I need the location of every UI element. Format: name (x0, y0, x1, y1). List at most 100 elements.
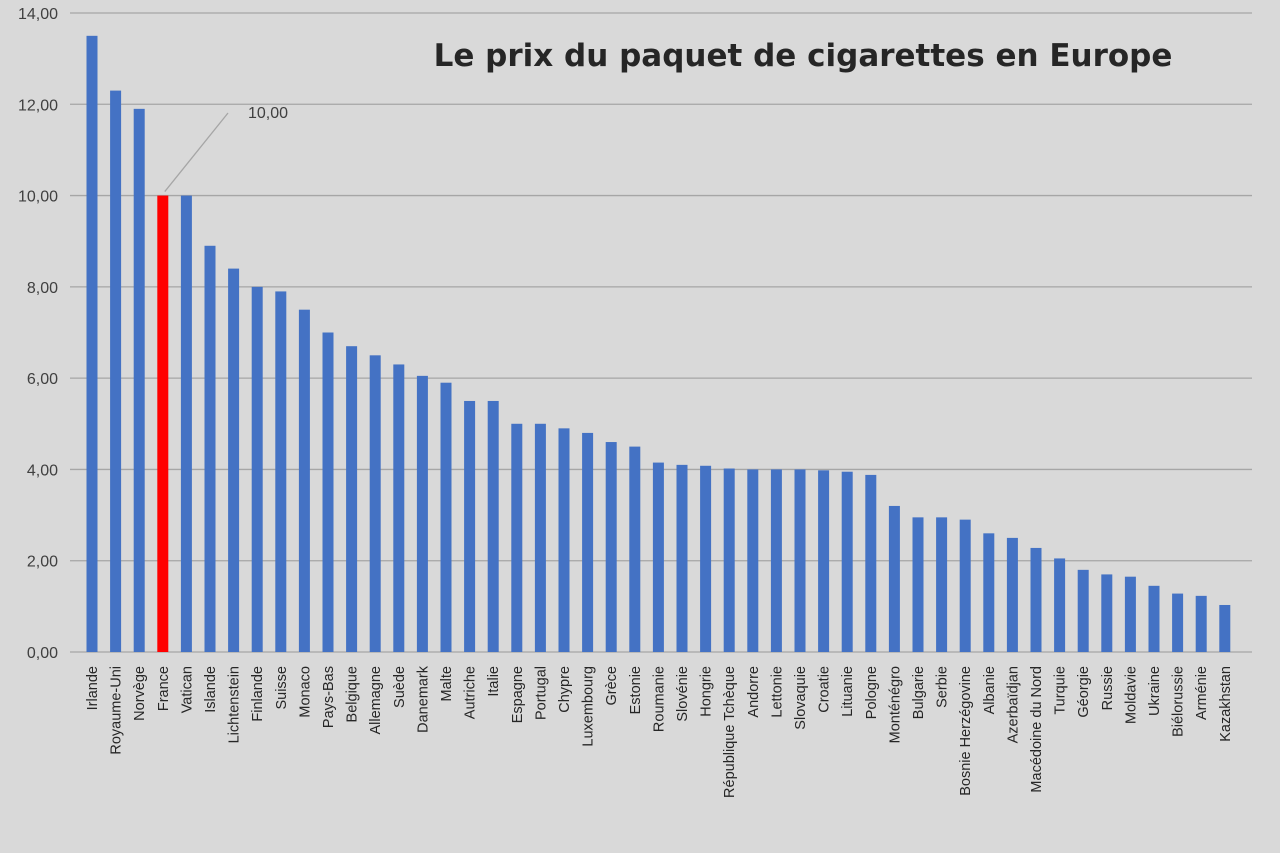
bar-andorre (747, 469, 759, 652)
chart-title: Le prix du paquet de cigarettes en Europ… (434, 38, 1173, 74)
bar-pologne (865, 474, 877, 652)
bar-kazakhstan (1219, 604, 1231, 652)
x-category-label: Luxembourg (581, 666, 597, 747)
bar-lettonie (770, 469, 782, 652)
y-tick-label: 4,00 (27, 462, 58, 479)
x-category-label: Finlande (250, 666, 266, 722)
x-category-label: Autriche (463, 666, 479, 719)
bar-danemark (416, 375, 428, 652)
x-category-label: Macédoine du Nord (1029, 666, 1045, 793)
x-category-label: Malte (439, 666, 455, 701)
x-category-label: République Tchèque (722, 666, 738, 798)
x-category-label: Estonie (628, 666, 644, 714)
x-category-label: Belgique (345, 666, 361, 722)
x-category-label: Danemark (415, 665, 431, 733)
bar-italie (487, 400, 499, 652)
bar-arm-nie (1195, 595, 1207, 652)
annotation-data-label: 10,00 (248, 105, 288, 122)
x-category-label: Moldavie (1123, 666, 1139, 724)
bar-g-orgie (1077, 569, 1089, 652)
bar-espagne (511, 423, 523, 652)
bar-r-publique-tch-que (723, 468, 735, 652)
bar-monaco (298, 309, 310, 652)
x-category-label: Pologne (864, 666, 880, 719)
bar-portugal (534, 423, 546, 652)
x-category-label: Irlande (85, 666, 101, 710)
y-tick-label: 8,00 (27, 280, 58, 297)
x-category-label: Vatican (179, 666, 195, 713)
bar-moldavie (1124, 576, 1136, 652)
bar-suisse (275, 291, 287, 652)
bar-slovaquie (794, 469, 806, 652)
x-category-label: Italie (486, 666, 502, 697)
bar-ukraine (1148, 585, 1160, 652)
bar-mont-n-gro (888, 505, 900, 652)
x-category-label: Norvège (132, 666, 148, 721)
x-category-label: Ukraine (1147, 666, 1163, 716)
x-category-label: Bosnie Herzégovine (958, 666, 974, 796)
bar-irlande (86, 35, 98, 653)
x-category-label: Arménie (1194, 666, 1210, 720)
x-category-label: Géorgie (1076, 666, 1092, 718)
x-category-label: Russie (1100, 666, 1116, 710)
annotation-leader-line (164, 112, 229, 192)
x-category-label: Albanie (982, 666, 998, 714)
bar-vatican (180, 195, 192, 653)
x-category-label: Kazakhstan (1218, 666, 1234, 742)
bar-russie (1101, 574, 1113, 652)
x-category-label: Roumanie (651, 666, 667, 732)
bars (86, 35, 1231, 653)
x-category-label: Slovaquie (793, 666, 809, 730)
bar-su-de (393, 364, 405, 652)
x-category-label: Lichtenstein (227, 666, 243, 743)
bar-bosnie-herz-govine (959, 519, 971, 652)
bar-autriche (464, 400, 476, 652)
x-category-label: Islande (203, 666, 219, 713)
x-category-label: Chypre (557, 666, 573, 713)
bar-turquie (1054, 558, 1066, 652)
y-tick-label: 12,00 (18, 97, 58, 114)
bar-azerba-djan (1006, 537, 1018, 652)
x-category-label: Biélorussie (1171, 666, 1187, 737)
x-category-label: Slovénie (675, 666, 691, 722)
bar-albanie (983, 533, 995, 652)
x-category-label: Suisse (274, 666, 290, 710)
bar-hongrie (700, 465, 712, 652)
x-category-label: France (156, 666, 172, 711)
bar-estonie (629, 446, 641, 652)
x-category-label: Royaume-Uni (109, 666, 125, 755)
bar-norv-ge (133, 108, 145, 653)
y-tick-label: 0,00 (27, 645, 58, 662)
bar-croatie (818, 470, 830, 652)
x-category-label: Monaco (297, 666, 313, 718)
x-category-label: Lituanie (840, 666, 856, 717)
x-category-label: Bulgarie (911, 666, 927, 719)
x-category-label: Pays-Bas (321, 666, 337, 728)
x-category-label: Azerbaïdjan (1005, 666, 1021, 743)
y-tick-label: 2,00 (27, 554, 58, 571)
bar-chypre (558, 428, 570, 652)
x-category-label: Andorre (746, 666, 762, 718)
bar-belgique (346, 346, 358, 652)
x-category-label: Hongrie (699, 666, 715, 717)
y-axis-tick-labels: 0,00 2,00 4,00 6,00 8,00 10,00 12,00 14,00 (18, 6, 58, 662)
y-tick-label: 6,00 (27, 371, 58, 388)
bar-gr-ce (605, 442, 617, 652)
bar-france (157, 195, 169, 653)
bar-allemagne (369, 355, 381, 652)
x-category-label: Grèce (604, 666, 620, 706)
bar-mac-doine-du-nord (1030, 547, 1042, 652)
x-category-label: Allemagne (368, 666, 384, 735)
y-tick-label: 10,00 (18, 189, 58, 206)
x-category-label: Suède (392, 666, 408, 708)
bar-serbie (936, 517, 948, 652)
x-category-label: Croatie (817, 666, 833, 713)
x-category-label: Espagne (510, 666, 526, 723)
bar-pays-bas (322, 332, 334, 652)
x-category-label: Lettonie (769, 666, 785, 718)
bar-malte (440, 382, 452, 652)
bar-lituanie (841, 471, 853, 652)
bar-finlande (251, 286, 263, 652)
